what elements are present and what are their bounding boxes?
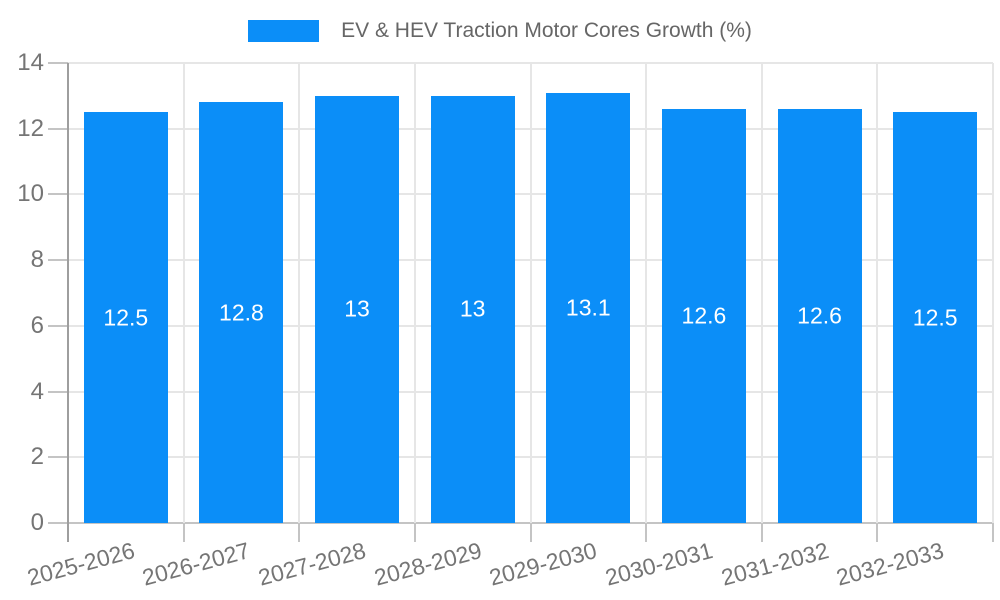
bar-2031-2032[interactable]	[777, 109, 862, 523]
bar-value-label: 12.6	[681, 302, 727, 329]
y-tick-mark	[48, 456, 68, 459]
x-gridline	[992, 63, 994, 523]
x-axis-tick-label: 2026-2027	[139, 537, 253, 591]
x-axis-tick-label: 2030-2031	[602, 537, 716, 591]
y-axis-line	[67, 63, 69, 542]
y-tick-mark	[48, 390, 68, 393]
y-tick-mark	[48, 62, 68, 64]
bar-2029-2030[interactable]	[546, 92, 631, 523]
bar-2030-2031[interactable]	[661, 109, 746, 523]
x-tick-mark	[645, 523, 648, 542]
x-axis-tick-label: 2032-2033	[833, 537, 947, 591]
y-axis-tick-label: 0	[30, 509, 44, 536]
bar-value-label: 13.1	[565, 294, 611, 321]
y-axis-tick-label: 12	[17, 114, 44, 142]
x-gridline	[876, 63, 879, 523]
x-tick-mark	[182, 523, 185, 542]
y-tick-mark	[48, 259, 68, 262]
bar-value-label: 12.8	[219, 299, 264, 326]
legend-label: EV & HEV Traction Motor Cores Growth (%)	[341, 19, 752, 42]
bar-2032-2033[interactable]	[893, 112, 978, 523]
bar-2025-2026[interactable]	[83, 112, 168, 523]
legend-swatch	[248, 20, 320, 42]
x-axis-tick-label: 2031-2032	[718, 537, 832, 591]
y-axis-tick-label: 10	[17, 180, 44, 208]
bar-value-label: 12.6	[797, 302, 842, 329]
bar-value-label: 13	[344, 295, 370, 322]
bar-value-label: 12.5	[103, 304, 149, 331]
x-axis-tick-label: 2025-2026	[24, 537, 138, 591]
bar-2028-2029[interactable]	[430, 95, 515, 523]
x-axis-tick-label: 2029-2030	[486, 537, 600, 591]
x-axis-tick-label: 2028-2029	[371, 537, 485, 591]
y-tick-mark	[48, 324, 68, 327]
y-axis-tick-label: 4	[30, 377, 44, 405]
x-tick-mark	[992, 523, 994, 542]
x-axis-tick-label: 2027-2028	[255, 537, 369, 591]
y-axis-tick-label: 2	[30, 443, 44, 471]
bar-2027-2028[interactable]	[315, 95, 400, 523]
y-axis-tick-label: 14	[17, 49, 44, 76]
y-tick-mark	[48, 127, 68, 130]
y-axis-tick-label: 6	[30, 311, 44, 339]
x-gridline	[182, 63, 185, 523]
x-tick-mark	[876, 523, 879, 542]
x-tick-mark	[529, 523, 532, 542]
x-gridline	[760, 63, 763, 523]
x-gridline	[298, 63, 301, 523]
bar-value-label: 12.5	[912, 304, 958, 331]
x-tick-mark	[760, 523, 763, 542]
bar-2026-2027[interactable]	[199, 102, 284, 523]
x-gridline	[645, 63, 648, 523]
x-tick-mark	[413, 523, 416, 542]
x-tick-mark	[298, 523, 301, 542]
y-tick-mark	[48, 522, 68, 524]
y-tick-mark	[48, 193, 68, 196]
x-gridline	[529, 63, 532, 523]
chart-legend[interactable]: EV & HEV Traction Motor Cores Growth (%)	[0, 18, 1000, 44]
x-gridline	[413, 63, 416, 523]
bar-value-label: 13	[459, 295, 486, 322]
y-axis-tick-label: 8	[30, 246, 44, 274]
